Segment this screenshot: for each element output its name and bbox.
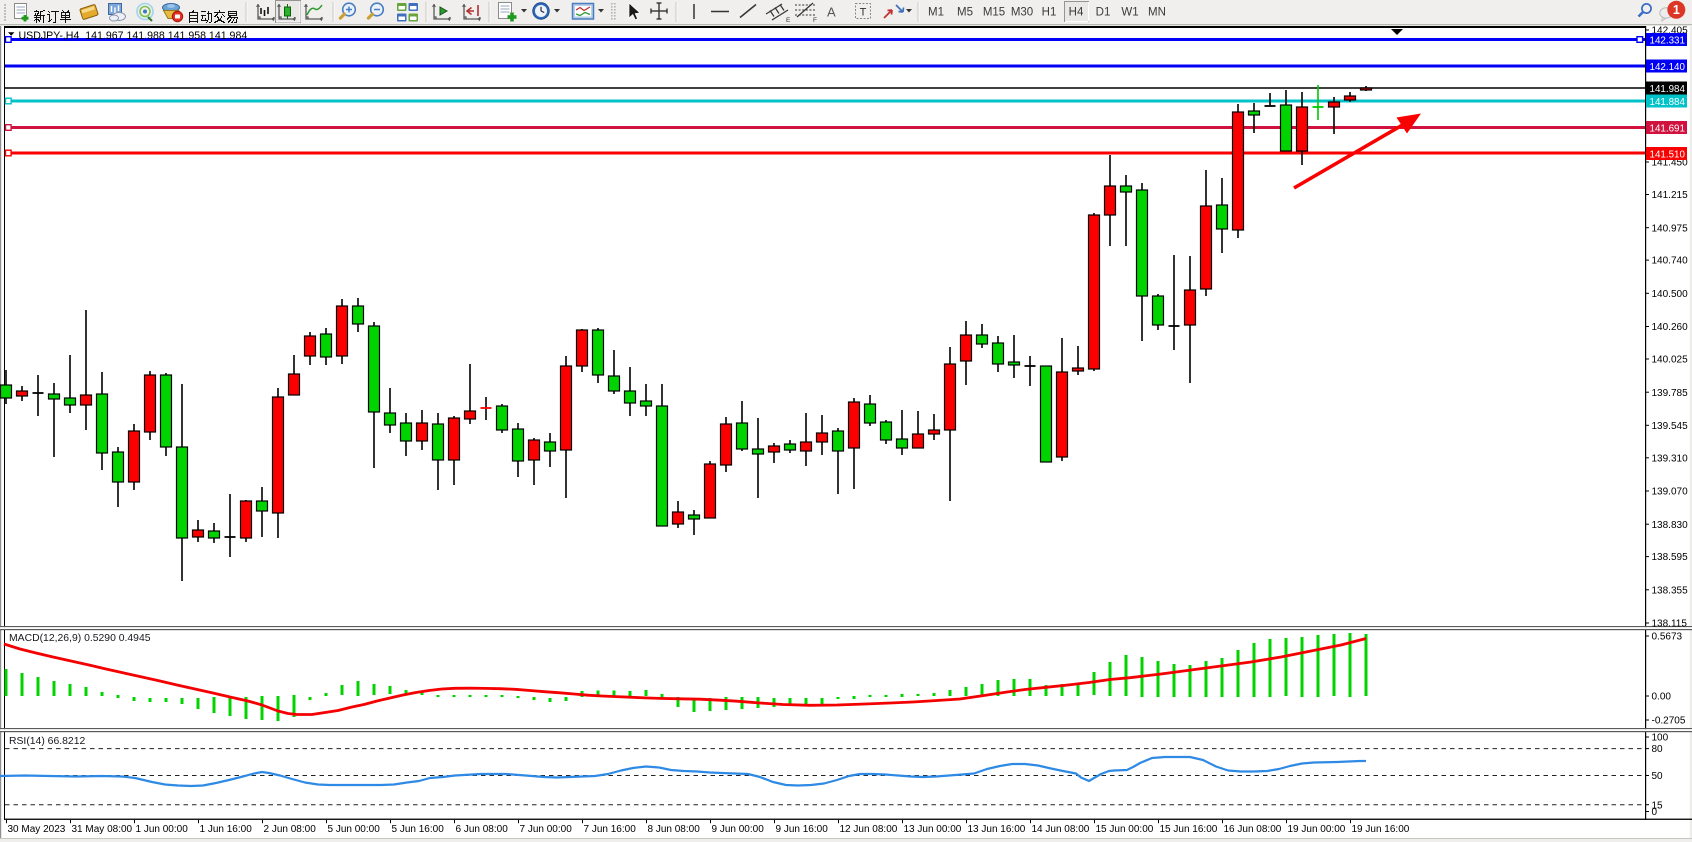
svg-text:0.5673: 0.5673	[1652, 632, 1683, 643]
svg-text:M15: M15	[983, 7, 1005, 19]
svg-text:142.140: 142.140	[1650, 62, 1686, 73]
svg-text:USDJPY-,H4 141.967 141.988 14: USDJPY-,H4 141.967 141.988 141.958 141.9…	[19, 30, 248, 42]
svg-text:140.500: 140.500	[1652, 289, 1689, 300]
svg-text:5 Jun 00:00: 5 Jun 00:00	[328, 824, 381, 835]
svg-text:MACD(12,26,9) 0.5290 0.4945: MACD(12,26,9) 0.5290 0.4945	[9, 633, 151, 644]
svg-text:50: 50	[1652, 771, 1664, 782]
svg-text:5 Jun 16:00: 5 Jun 16:00	[392, 824, 445, 835]
svg-text:15 Jun 00:00: 15 Jun 00:00	[1096, 824, 1154, 835]
svg-text:13 Jun 00:00: 13 Jun 00:00	[904, 824, 962, 835]
svg-text:140.260: 140.260	[1652, 322, 1689, 333]
svg-text:142.331: 142.331	[1650, 35, 1685, 46]
svg-text:139.310: 139.310	[1652, 453, 1689, 464]
svg-text:8 Jun 08:00: 8 Jun 08:00	[648, 824, 701, 835]
svg-text:13 Jun 16:00: 13 Jun 16:00	[968, 824, 1026, 835]
svg-text:138.595: 138.595	[1652, 552, 1689, 563]
svg-text:9 Jun 00:00: 9 Jun 00:00	[712, 824, 765, 835]
svg-text:D1: D1	[1096, 7, 1111, 19]
svg-text:7 Jun 16:00: 7 Jun 16:00	[584, 824, 637, 835]
svg-text:W1: W1	[1121, 7, 1138, 19]
svg-text:139.545: 139.545	[1652, 421, 1689, 432]
svg-text:0.00: 0.00	[1652, 692, 1672, 703]
svg-text:E: E	[786, 17, 791, 24]
svg-text:140.025: 140.025	[1652, 355, 1689, 366]
svg-text:1 Jun 16:00: 1 Jun 16:00	[200, 824, 253, 835]
svg-text:139.785: 139.785	[1652, 388, 1689, 399]
svg-text:M30: M30	[1011, 7, 1033, 19]
svg-text:138.830: 138.830	[1652, 520, 1689, 531]
svg-text:15: 15	[1652, 800, 1664, 811]
svg-text:139.070: 139.070	[1652, 487, 1689, 498]
svg-text:A: A	[827, 5, 836, 20]
svg-text:138.355: 138.355	[1652, 585, 1689, 596]
svg-text:H4: H4	[1069, 7, 1084, 19]
svg-text:141.691: 141.691	[1650, 123, 1685, 134]
svg-text:141.450: 141.450	[1652, 158, 1689, 169]
svg-text:100: 100	[1652, 733, 1669, 744]
svg-text:19 Jun 00:00: 19 Jun 00:00	[1288, 824, 1346, 835]
svg-text:30 May 2023: 30 May 2023	[8, 824, 66, 835]
svg-text:141.884: 141.884	[1650, 97, 1686, 108]
svg-text:80: 80	[1652, 744, 1664, 755]
svg-text:19 Jun 16:00: 19 Jun 16:00	[1352, 824, 1410, 835]
svg-text:0: 0	[1652, 807, 1658, 818]
svg-text:H1: H1	[1042, 7, 1057, 19]
svg-text:141.984: 141.984	[1650, 84, 1686, 95]
svg-text:6 Jun 08:00: 6 Jun 08:00	[456, 824, 509, 835]
svg-text:138.115: 138.115	[1652, 619, 1688, 630]
svg-text:140.740: 140.740	[1652, 256, 1689, 267]
svg-text:141.215: 141.215	[1652, 190, 1689, 201]
svg-text:-0.2705: -0.2705	[1652, 716, 1686, 727]
svg-text:141.510: 141.510	[1650, 149, 1686, 160]
svg-text:1 Jun 00:00: 1 Jun 00:00	[136, 824, 189, 835]
svg-text:9 Jun 16:00: 9 Jun 16:00	[776, 824, 829, 835]
svg-text:1: 1	[1673, 3, 1680, 17]
svg-text:7 Jun 00:00: 7 Jun 00:00	[520, 824, 573, 835]
svg-text:T: T	[860, 7, 867, 19]
svg-text:F: F	[813, 17, 817, 24]
svg-text:M1: M1	[928, 7, 944, 19]
svg-text:140.975: 140.975	[1652, 223, 1689, 234]
svg-text:M5: M5	[957, 7, 973, 19]
svg-text:15 Jun 16:00: 15 Jun 16:00	[1160, 824, 1218, 835]
svg-text:16 Jun 08:00: 16 Jun 08:00	[1224, 824, 1282, 835]
svg-text:14 Jun 08:00: 14 Jun 08:00	[1032, 824, 1090, 835]
svg-text:MN: MN	[1148, 7, 1166, 19]
svg-text:2 Jun 08:00: 2 Jun 08:00	[264, 824, 317, 835]
svg-text:31 May 08:00: 31 May 08:00	[72, 824, 133, 835]
svg-text:12 Jun 08:00: 12 Jun 08:00	[840, 824, 898, 835]
svg-text:RSI(14) 66.8212: RSI(14) 66.8212	[9, 736, 85, 747]
svg-text:142.405: 142.405	[1652, 26, 1689, 37]
